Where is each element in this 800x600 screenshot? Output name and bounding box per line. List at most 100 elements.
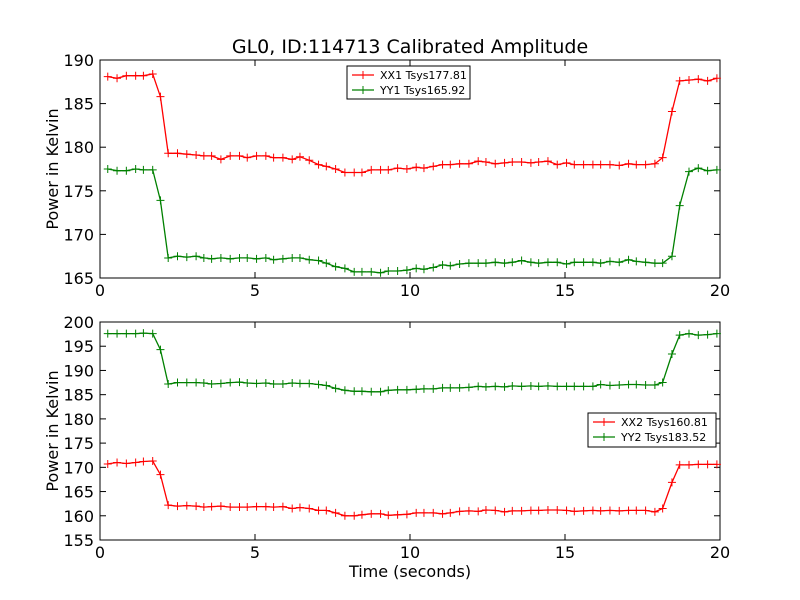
bottom-data-point (579, 382, 588, 391)
top-data-point (207, 254, 216, 263)
top-data-point (632, 257, 641, 266)
bottom-data-point (615, 380, 624, 389)
top-data-point (474, 157, 483, 166)
bottom-data-point (685, 460, 693, 469)
bottom-data-point (712, 460, 721, 469)
top-data-point (288, 253, 297, 262)
bottom-data-point (579, 506, 588, 515)
bottom-y-tick-label: 195 (63, 337, 94, 356)
top-data-point (243, 253, 252, 262)
top-data-point (376, 165, 385, 174)
bottom-x-tick-label: 20 (710, 543, 730, 562)
bottom-data-point (367, 509, 376, 518)
top-data-point (553, 258, 562, 267)
bottom-y-tick-label: 190 (63, 361, 94, 380)
bottom-data-point (455, 383, 464, 392)
bottom-data-point (288, 504, 297, 513)
top-x-tick-label: 10 (400, 281, 420, 300)
bottom-data-point (641, 506, 650, 515)
bottom-data-point (624, 506, 633, 515)
top-data-point (156, 92, 165, 101)
top-data-point (226, 151, 235, 160)
top-data-point (562, 260, 571, 269)
top-data-point (534, 259, 543, 268)
top-data-point (429, 162, 438, 171)
top-data-point (122, 71, 131, 80)
top-data-point (376, 268, 385, 277)
top-data-point (113, 74, 122, 83)
top-data-point (667, 252, 676, 261)
top-data-point (605, 160, 614, 169)
bottom-data-point (243, 503, 252, 512)
top-data-point (650, 259, 659, 268)
top-y-tick-label: 175 (63, 182, 94, 201)
top-legend-box (346, 65, 471, 100)
bottom-data-point (517, 382, 526, 391)
top-data-point (694, 75, 703, 84)
top-data-point (446, 261, 455, 270)
bottom-data-point (429, 384, 438, 393)
bottom-data-point (139, 329, 148, 338)
bottom-data-point (384, 386, 393, 395)
bottom-data-point (199, 503, 208, 512)
top-data-point (464, 159, 473, 168)
top-data-point (562, 158, 571, 167)
bottom-data-point (192, 378, 201, 387)
bottom-data-point (243, 379, 252, 388)
top-data-point (455, 260, 464, 269)
bottom-data-point (685, 329, 693, 338)
bottom-data-point (412, 385, 421, 394)
top-data-point (543, 157, 552, 166)
bottom-data-point (322, 506, 331, 515)
top-data-point (481, 259, 490, 268)
top-data-point (148, 69, 157, 78)
top-legend: XX1 Tsys177.81 YY1 Tsys165.92 (346, 65, 471, 100)
top-data-point (350, 267, 359, 276)
top-data-point (491, 159, 500, 168)
top-data-point (367, 165, 376, 174)
top-data-point (340, 168, 349, 177)
top-x-tick-label: 20 (710, 281, 730, 300)
top-data-point (243, 153, 252, 162)
top-data-point (131, 71, 140, 80)
bottom-data-point (570, 507, 579, 516)
bottom-data-point (464, 383, 473, 392)
bottom-y-tick-label: 185 (63, 386, 94, 405)
bottom-legend: XX2 Tsys160.81 YY2 Tsys183.52 (587, 412, 717, 448)
top-data-point (278, 254, 287, 263)
bottom-data-point (570, 382, 579, 391)
top-data-point (173, 252, 182, 261)
bottom-data-point (340, 386, 349, 395)
bottom-data-point (393, 510, 402, 519)
top-data-point (131, 165, 140, 173)
bottom-data-point (508, 381, 517, 390)
bottom-data-point (113, 458, 122, 467)
top-data-point (712, 74, 721, 83)
bottom-data-point (295, 503, 304, 512)
bottom-data-point (481, 382, 490, 391)
top-x-tick-label: 5 (250, 281, 260, 300)
bottom-data-point (508, 506, 517, 515)
top-data-point (588, 258, 597, 267)
top-x-tick-label: 0 (95, 281, 105, 300)
bottom-data-point (694, 331, 703, 340)
top-data-point (491, 258, 500, 267)
top-data-point (596, 160, 605, 169)
bottom-data-point (192, 502, 201, 511)
top-data-point (235, 151, 244, 160)
bottom-data-point (438, 383, 447, 392)
top-data-point (122, 166, 131, 175)
top-data-point (216, 155, 225, 164)
top-data-point (103, 165, 112, 173)
bottom-data-point (419, 384, 428, 393)
bottom-data-point (419, 508, 428, 517)
top-data-point (605, 257, 614, 266)
top-data-point (641, 160, 650, 169)
top-y-tick-label: 170 (63, 225, 94, 244)
bottom-data-point (675, 460, 684, 469)
bottom-data-point (269, 503, 278, 512)
bottom-data-point (446, 383, 455, 392)
bottom-data-point (314, 506, 323, 515)
bottom-data-point (113, 329, 122, 338)
bottom-y-tick-label: 170 (63, 458, 94, 477)
